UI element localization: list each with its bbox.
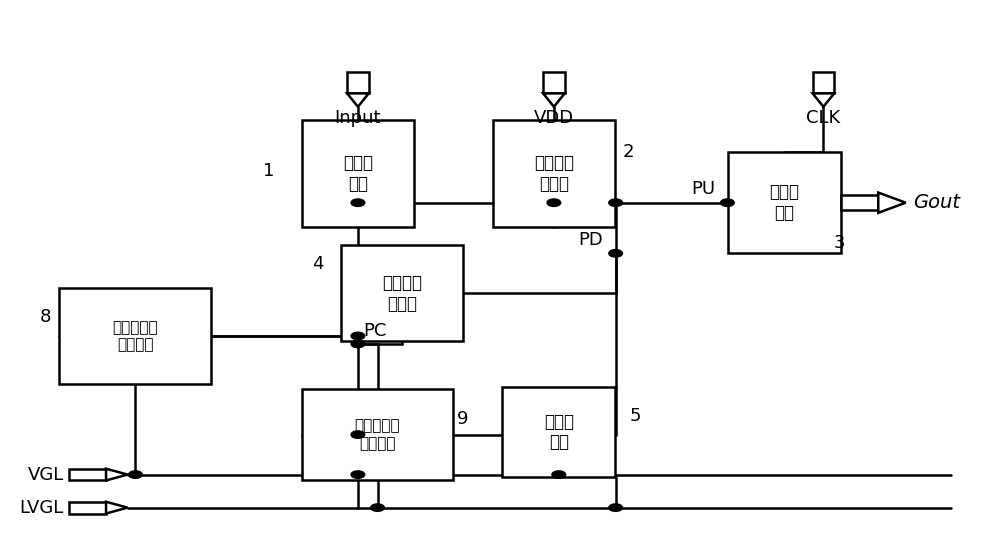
Text: 第一降噪
子电路: 第一降噪 子电路: [382, 274, 422, 313]
Text: 输入子
电路: 输入子 电路: [343, 154, 373, 193]
Text: 2: 2: [622, 143, 634, 161]
Circle shape: [609, 504, 622, 511]
FancyBboxPatch shape: [493, 120, 615, 227]
Text: PU: PU: [691, 181, 716, 199]
Text: CLK: CLK: [806, 109, 841, 127]
Bar: [841, 195, 878, 210]
Circle shape: [129, 471, 142, 478]
Circle shape: [351, 471, 365, 478]
Circle shape: [547, 199, 561, 206]
Text: 4: 4: [312, 255, 324, 273]
Bar: [813, 72, 834, 94]
Circle shape: [351, 431, 365, 438]
Text: 第一辅助控
制子电路: 第一辅助控 制子电路: [113, 320, 158, 352]
Circle shape: [351, 199, 365, 206]
Bar: [69, 469, 106, 480]
FancyBboxPatch shape: [341, 245, 463, 341]
Text: 第二辅助控
制子电路: 第二辅助控 制子电路: [355, 418, 400, 451]
Polygon shape: [543, 94, 565, 107]
FancyBboxPatch shape: [302, 390, 453, 480]
FancyBboxPatch shape: [728, 152, 841, 254]
Circle shape: [351, 340, 365, 348]
Text: 下拉子
电路: 下拉子 电路: [544, 412, 574, 452]
Text: LVGL: LVGL: [20, 499, 64, 517]
Polygon shape: [347, 94, 369, 107]
Circle shape: [609, 199, 622, 206]
Text: Input: Input: [335, 109, 381, 127]
Polygon shape: [878, 193, 906, 213]
Circle shape: [351, 332, 365, 339]
Text: Gout: Gout: [914, 193, 961, 212]
Bar: [543, 72, 565, 94]
Text: 5: 5: [629, 407, 641, 425]
Text: 9: 9: [457, 410, 469, 428]
Text: 下拉控制
子电路: 下拉控制 子电路: [534, 154, 574, 193]
Text: 输出子
电路: 输出子 电路: [769, 183, 799, 222]
FancyBboxPatch shape: [302, 120, 414, 227]
Polygon shape: [106, 502, 128, 514]
Polygon shape: [106, 469, 128, 480]
Circle shape: [609, 250, 622, 257]
Circle shape: [552, 471, 566, 478]
Text: VDD: VDD: [534, 109, 574, 127]
Circle shape: [371, 504, 384, 511]
Bar: [69, 502, 106, 514]
Polygon shape: [813, 94, 834, 107]
Text: VGL: VGL: [28, 466, 64, 484]
FancyBboxPatch shape: [502, 387, 615, 477]
Text: 3: 3: [833, 234, 845, 252]
Text: PC: PC: [363, 322, 386, 339]
Text: PD: PD: [578, 231, 603, 249]
Text: 8: 8: [40, 308, 51, 326]
Text: 1: 1: [263, 162, 275, 180]
Circle shape: [720, 199, 734, 206]
FancyBboxPatch shape: [59, 288, 211, 384]
Bar: [347, 72, 369, 94]
